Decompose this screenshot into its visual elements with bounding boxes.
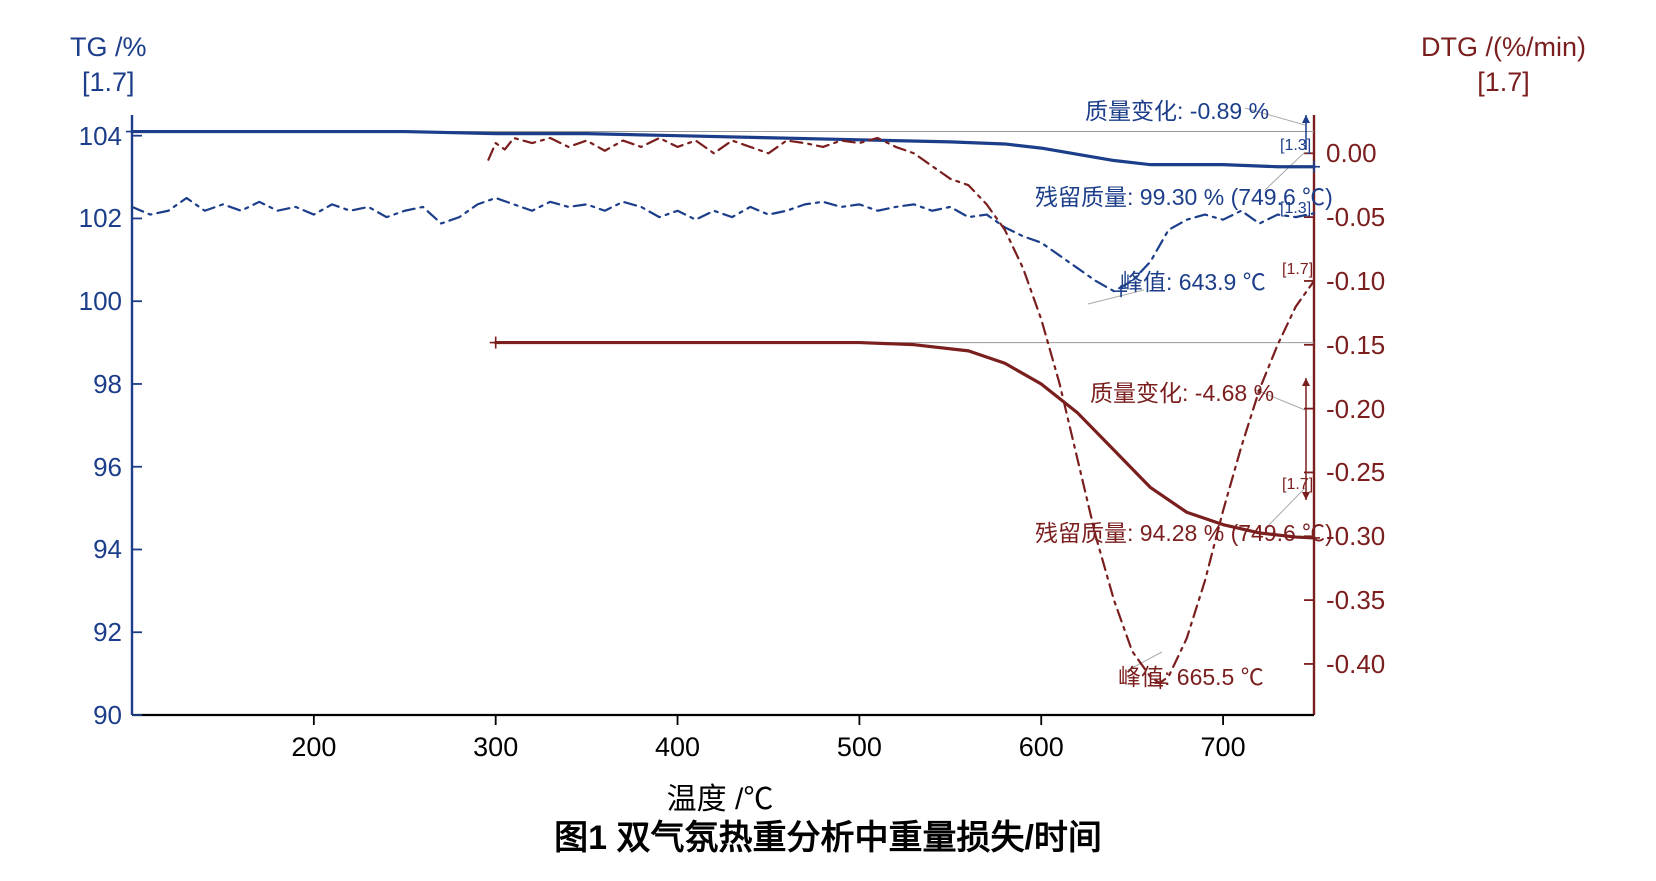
y-left-tick: 90 [62, 700, 122, 731]
y-right-tick: 0.00 [1326, 138, 1406, 169]
annotation: 质量变化: -4.68 % [1090, 374, 1274, 408]
y-right-tick: -0.25 [1326, 457, 1406, 488]
y-left-tick: 100 [62, 286, 122, 317]
y-right-tick: -0.15 [1326, 330, 1406, 361]
series-tag: [1.3] [1280, 200, 1311, 218]
y-right-tick: -0.10 [1326, 266, 1406, 297]
x-tick: 500 [829, 732, 889, 763]
y-left-tick: 96 [62, 452, 122, 483]
y-right-tick: -0.30 [1326, 521, 1406, 552]
y-right-tick: -0.20 [1326, 394, 1406, 425]
y-left-tick: 98 [62, 369, 122, 400]
series-tag: [1.7] [1282, 261, 1313, 279]
x-tick: 700 [1193, 732, 1253, 763]
annotation: 峰值: 665.5 ℃ [1118, 658, 1264, 692]
chart-container: TG /% [1.7] DTG /(%/min) [1.7] 909294969… [0, 0, 1656, 881]
figure-caption: 图1 双气氛热重分析中重量损失/时间 [0, 810, 1656, 859]
y-right-tick: -0.05 [1326, 202, 1406, 233]
x-tick: 600 [1011, 732, 1071, 763]
y-left-tick: 104 [62, 121, 122, 152]
y-right-tick: -0.35 [1326, 585, 1406, 616]
y-left-tick: 94 [62, 534, 122, 565]
y-right-tick: -0.40 [1326, 649, 1406, 680]
x-tick: 200 [284, 732, 344, 763]
annotation: 残留质量: 94.28 % (749.6 ℃) [1035, 514, 1333, 548]
annotation: 峰值: 643.9 ℃ [1120, 263, 1266, 297]
series-tag: [1.7] [1282, 476, 1313, 494]
series-tag: [1.3] [1280, 137, 1311, 155]
chart-svg [0, 0, 1656, 881]
y-left-tick: 92 [62, 617, 122, 648]
x-tick: 400 [648, 732, 708, 763]
x-tick: 300 [466, 732, 526, 763]
annotation: 质量变化: -0.89 % [1085, 92, 1269, 126]
y-left-tick: 102 [62, 203, 122, 234]
